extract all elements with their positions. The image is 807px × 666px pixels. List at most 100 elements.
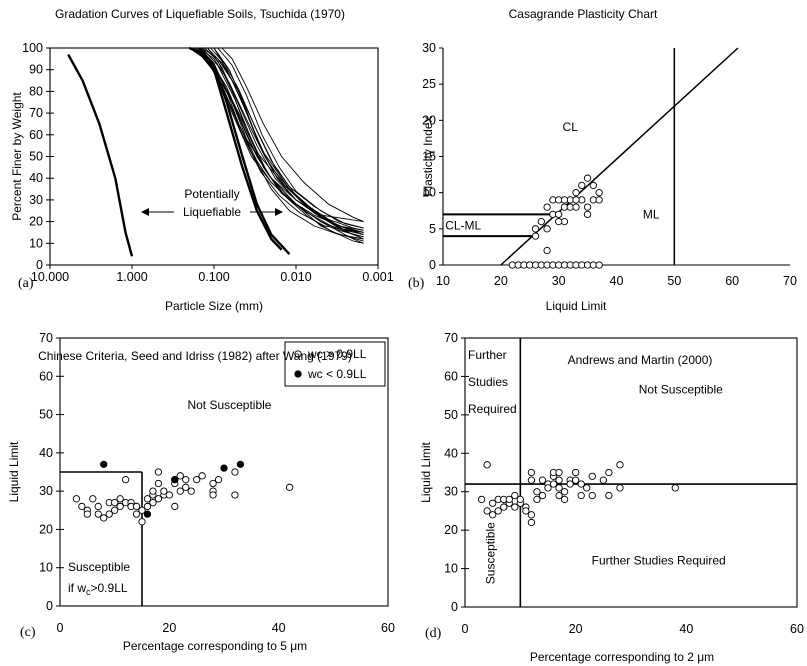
y-tick-label: 60 [444, 369, 458, 383]
data-point [544, 226, 550, 232]
data-point [534, 496, 540, 502]
data-point [506, 496, 512, 502]
condition-rest: >0.9LL [91, 581, 128, 595]
y-axis-label: Liquid Limit [419, 441, 433, 502]
data-point [578, 492, 584, 498]
gradation-curve [189, 48, 281, 250]
data-point-filled [144, 511, 150, 517]
data-point [528, 519, 534, 525]
data-point [556, 485, 562, 491]
panel-label: (d) [425, 626, 442, 641]
data-point [596, 262, 602, 268]
panel-label: (c) [20, 625, 36, 640]
panel-label: (a) [18, 276, 34, 291]
data-point [617, 462, 623, 468]
data-point [532, 226, 538, 232]
data-point [545, 485, 551, 491]
data-point-open [84, 511, 90, 517]
arrowhead-right-icon [275, 208, 283, 216]
x-tick-label: 60 [381, 621, 395, 635]
x-tick-label: 0.010 [280, 270, 311, 284]
data-point [561, 197, 567, 203]
y-tick-label: 40 [444, 446, 458, 460]
data-point [495, 508, 501, 514]
y-axis-label: Plasticity Index [421, 116, 435, 196]
x-axis-label: Percentage corresponding to 5 μm [123, 639, 307, 653]
data-point [578, 481, 584, 487]
data-point [555, 218, 561, 224]
y-tick-label: 30 [422, 41, 436, 55]
data-point [489, 500, 495, 506]
y-tick-label: 70 [29, 106, 43, 120]
y-tick-label: 90 [29, 63, 43, 77]
data-point-open [73, 496, 79, 502]
data-point [555, 211, 561, 217]
chart-title: Gradation Curves of Liquefiable Soils, T… [55, 7, 345, 21]
data-point-open [150, 488, 156, 494]
data-point [512, 492, 518, 498]
legend-label: wc < 0.9LL [307, 367, 367, 381]
legend-marker [295, 371, 301, 377]
data-point [596, 197, 602, 203]
x-axis-label: Percentage corresponding to 2 μm [530, 650, 714, 664]
data-point [596, 189, 602, 195]
data-point-open [95, 503, 101, 509]
region-label-cl-ml: CL-ML [445, 219, 481, 233]
x-tick-label: 40 [679, 622, 693, 636]
y-tick-label: 100 [22, 41, 43, 55]
y-tick-label: 30 [29, 193, 43, 207]
x-axis-label: Particle Size (mm) [165, 299, 263, 313]
annotation-line-1: Potentially [184, 187, 239, 201]
data-point-open [188, 488, 194, 494]
x-tick-label: 0.001 [362, 270, 393, 284]
y-tick-label: 70 [39, 331, 53, 345]
y-tick-label: 0 [451, 600, 458, 614]
data-point [556, 492, 562, 498]
y-tick-label: 0 [429, 258, 436, 272]
y-tick-label: 50 [29, 150, 43, 164]
y-tick-label: 70 [444, 331, 458, 345]
data-point-open [286, 484, 292, 490]
plot-frame [50, 48, 378, 265]
data-point-open [183, 476, 189, 482]
y-tick-label: 50 [444, 408, 458, 422]
y-tick-label: 20 [444, 523, 458, 537]
region-label-not-susceptible: Not Susceptible [187, 398, 271, 412]
data-point-open [199, 473, 205, 479]
x-tick-label: 60 [790, 622, 804, 636]
data-point-filled [237, 461, 243, 467]
data-point [544, 247, 550, 253]
data-point-open [90, 496, 96, 502]
y-tick-label: 5 [429, 222, 436, 236]
x-tick-label: 20 [569, 622, 583, 636]
y-tick-label: 40 [39, 446, 53, 460]
data-point [532, 233, 538, 239]
x-tick-label: 0.100 [198, 270, 229, 284]
data-point [561, 496, 567, 502]
data-point-filled [172, 476, 178, 482]
data-point [617, 485, 623, 491]
y-tick-label: 60 [29, 128, 43, 142]
data-point [528, 512, 534, 518]
x-tick-label: 0 [462, 622, 469, 636]
data-point-open [232, 469, 238, 475]
data-point [534, 489, 540, 495]
x-tick-label: 20 [494, 274, 508, 288]
data-point [539, 492, 545, 498]
data-point-open [139, 519, 145, 525]
data-point [539, 477, 545, 483]
data-point [589, 473, 595, 479]
gradation-curve [68, 55, 132, 257]
data-point [606, 469, 612, 475]
panel-label: (b) [408, 276, 425, 291]
y-tick-label: 50 [39, 408, 53, 422]
y-tick-label: 30 [39, 484, 53, 498]
x-tick-label: 1.000 [116, 270, 147, 284]
y-tick-label: 25 [422, 77, 436, 91]
data-point [573, 204, 579, 210]
data-point-open [215, 476, 221, 482]
data-point [584, 211, 590, 217]
y-tick-label: 40 [29, 171, 43, 185]
data-point-open [122, 476, 128, 482]
data-point [484, 508, 490, 514]
